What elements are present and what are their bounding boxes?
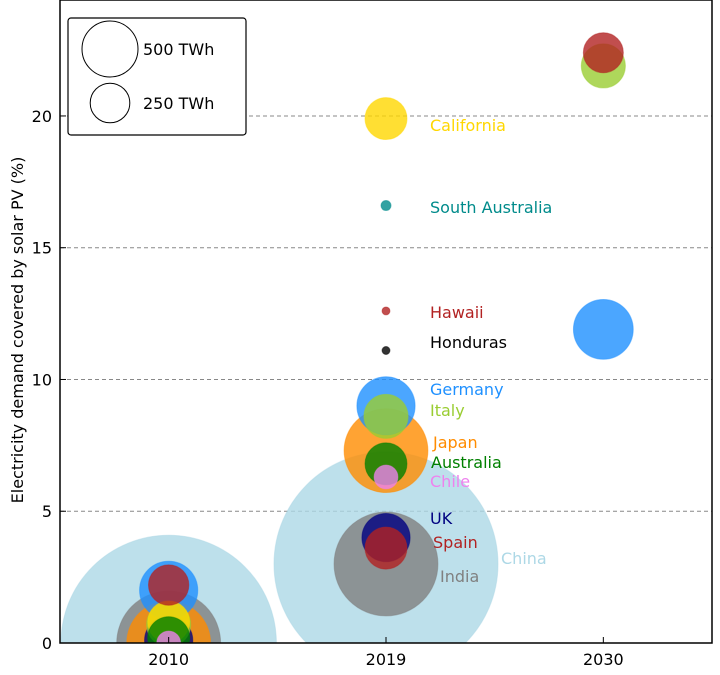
x-tick-label: 2010 (148, 650, 189, 669)
label-uk: UK (430, 509, 453, 528)
bubble-honduras-2019 (381, 346, 391, 355)
label-italy: Italy (430, 401, 465, 420)
plot-frame (59, 0, 713, 644)
legend-label: 500 TWh (143, 40, 214, 59)
legend-bubble (89, 82, 131, 124)
bubble-italy-2019 (363, 393, 409, 439)
bubble-spain-2030 (582, 32, 624, 74)
y-tick-label: 0 (42, 634, 52, 653)
label-south-australia: South Australia (430, 198, 552, 217)
legend-box (67, 17, 247, 136)
label-hawaii: Hawaii (430, 303, 484, 322)
series-labels: China India Japan Germany UK Italy California A… (430, 116, 552, 586)
label-honduras: Honduras (430, 333, 507, 352)
label-australia: Australia (431, 453, 502, 472)
legend-bubble (81, 20, 139, 78)
y-tick-label: 5 (42, 502, 52, 521)
label-japan: Japan (432, 433, 478, 452)
label-california: California (430, 116, 506, 135)
bubbles (60, 32, 634, 644)
label-spain: Spain (433, 533, 478, 552)
bubble-california-2019 (364, 97, 408, 141)
bubble-hawaii-2019 (381, 306, 391, 316)
y-tick-label: 15 (32, 239, 52, 258)
label-india: India (440, 567, 479, 586)
y-tick-label: 20 (32, 107, 52, 126)
label-germany: Germany (430, 380, 504, 399)
bubble-chile-2019 (373, 464, 399, 490)
bubble-spain-2010 (147, 564, 190, 606)
legend-label: 250 TWh (143, 94, 214, 113)
x-tick-label: 2019 (366, 650, 407, 669)
axes: 0 5 10 15 20 2010 2019 2030 (32, 0, 713, 669)
bubble-germany-2030 (572, 299, 634, 360)
label-china: China (501, 549, 547, 568)
label-chile: Chile (430, 472, 470, 491)
y-axis-label: Electricity demand covered by solar PV (… (8, 157, 27, 504)
bubble-spain-2019 (364, 526, 408, 570)
x-tick-label: 2030 (583, 650, 624, 669)
y-tick-label: 10 (32, 370, 52, 389)
bubble-south-australia-2019 (380, 200, 392, 212)
size-legend: 500 TWh 250 TWh (67, 17, 247, 136)
